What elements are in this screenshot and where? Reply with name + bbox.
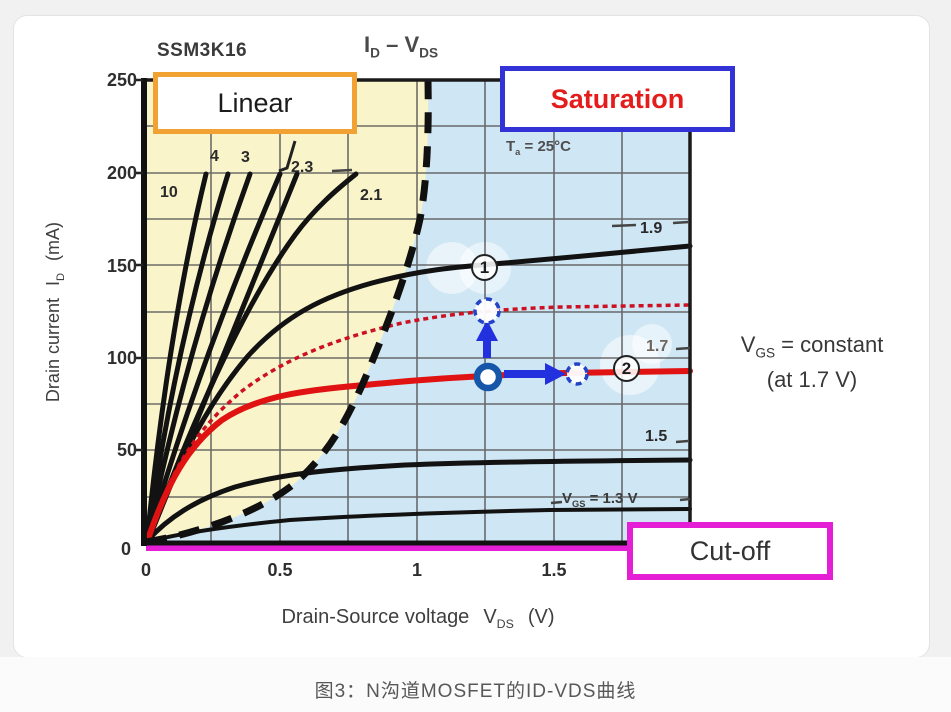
y-tick-200: 200 — [106, 163, 137, 183]
y-tick-0: 0 — [120, 539, 131, 559]
x-tick-0p5: 0.5 — [267, 560, 293, 580]
linear-region-box: Linear — [153, 72, 357, 134]
vgs-2p5-pointer-mark — [278, 140, 297, 173]
cutoff-region-label: Cut-off — [689, 535, 771, 566]
figure-caption: 图3：N沟道MOSFET的ID-VDS曲线 — [314, 681, 637, 702]
title-i: I — [364, 32, 371, 57]
cutoff-region-box: Cut-off — [627, 522, 833, 580]
vgs-constant-line2: (at 1.7 V) — [766, 367, 858, 393]
curve-label-1p5: 1.5 — [645, 428, 668, 445]
title-sep: – — [379, 32, 405, 57]
y-tick-150: 150 — [106, 256, 137, 276]
label-dashes — [331, 168, 691, 505]
curve-label-10: 10 — [160, 184, 178, 201]
saturation-region-label: Saturation — [550, 83, 685, 114]
title-sub-ds: DS — [419, 45, 439, 61]
temperature-note: Ta = 25°C — [506, 138, 571, 157]
y-tick-100: 100 — [106, 348, 137, 368]
chart-title: ID – VDS — [364, 32, 438, 60]
step-1-marker: 1 — [471, 254, 498, 281]
curve-vgs-2p5 — [144, 171, 283, 544]
vgs-constant-line1: VGS = constant — [740, 332, 884, 361]
linear-region-label: Linear — [217, 87, 293, 118]
arrow-up-head — [476, 320, 498, 341]
caption-strip — [0, 657, 951, 712]
curve-vgs-4 — [144, 171, 231, 544]
curve-vgs-3 — [144, 171, 253, 544]
boundary-dashed-curve — [145, 79, 432, 546]
curve-label-4: 4 — [210, 148, 219, 165]
arrow-right-head — [545, 363, 566, 385]
curve-vgs-1p5 — [144, 457, 693, 544]
x-tick-1: 1 — [411, 560, 422, 580]
x-tick-1p5: 1.5 — [541, 560, 567, 580]
title-sub-d: D — [370, 45, 380, 61]
y-tick-250: 250 — [106, 70, 137, 90]
x-axis-title: Drain-Source voltage VDS (V) — [281, 606, 555, 631]
step-2-marker: 2 — [613, 355, 640, 382]
operating-point-circle — [473, 362, 503, 392]
curve-vgs-1p9 — [144, 243, 693, 544]
y-axis-title: Drain currentID(mA) — [43, 221, 67, 403]
curve-label-1p3: VGS = 1.3 V — [562, 490, 638, 509]
y-tick-50: 50 — [116, 440, 137, 460]
title-v: V — [404, 32, 420, 57]
curve-label-2p1: 2.1 — [360, 187, 383, 204]
operating-point-annotations — [473, 297, 589, 392]
curve-label-1p9: 1.9 — [640, 220, 663, 237]
curve-vgs-10 — [144, 171, 209, 544]
glow — [632, 324, 672, 364]
axis-ticks — [135, 78, 143, 452]
dashed-target-circle-up — [473, 297, 501, 325]
curve-label-1p7: 1.7 — [646, 338, 669, 355]
dashed-target-circle-right — [565, 362, 589, 386]
x-tick-0: 0 — [140, 560, 151, 580]
curve-label-2p3: 2.3 — [291, 159, 314, 176]
curve-label-3: 3 — [241, 149, 250, 166]
device-label: SSM3K16 — [157, 40, 248, 61]
saturation-region-box: Saturation — [500, 66, 735, 132]
vgs-constant-note: VGS = constant (at 1.7 V) — [698, 332, 926, 393]
